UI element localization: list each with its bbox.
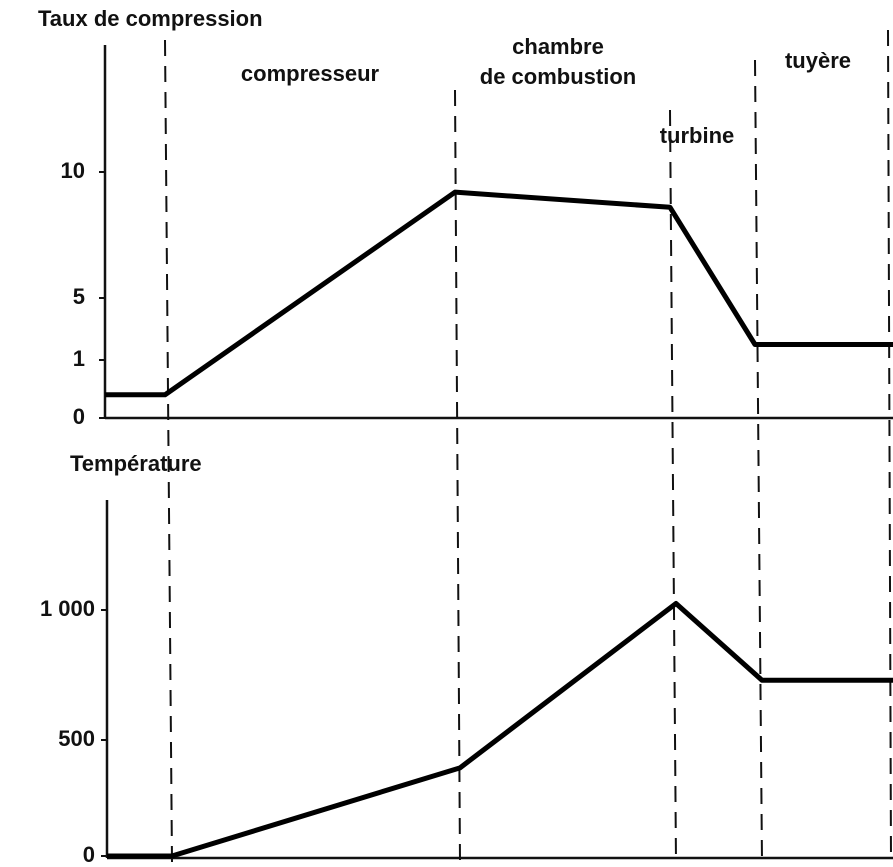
y-tick-label: 0 xyxy=(83,842,95,867)
y-tick-label: 5 xyxy=(73,284,85,309)
y-tick-label: 0 xyxy=(73,404,85,429)
annotation: tuyère xyxy=(785,48,851,73)
data-line xyxy=(105,189,893,398)
y-tick-label: 10 xyxy=(61,158,85,183)
boundary xyxy=(454,89,461,863)
annotation: compresseur xyxy=(241,61,380,86)
annotation: chambre xyxy=(512,34,604,59)
annotation: turbine xyxy=(660,123,735,148)
chart-title: Taux de compression xyxy=(38,6,263,31)
y-tick-label: 1 000 xyxy=(40,596,95,621)
boundary xyxy=(164,39,173,863)
annotation: de combustion xyxy=(480,64,636,89)
data-line xyxy=(107,601,893,859)
boundary xyxy=(754,59,763,863)
y-tick-label: 500 xyxy=(58,726,95,751)
y-tick-label: 1 xyxy=(73,346,85,371)
boundary xyxy=(669,109,677,863)
chart-title: Température xyxy=(70,451,202,476)
boundary xyxy=(887,29,892,863)
